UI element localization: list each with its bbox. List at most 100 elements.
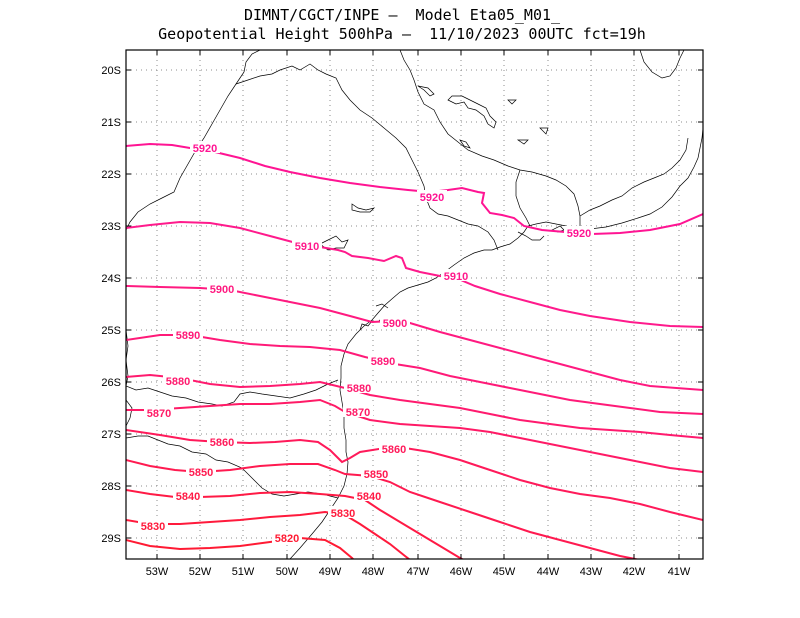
map-outlines xyxy=(126,50,703,559)
contour-label-bg xyxy=(207,282,237,294)
lon-label: 53W xyxy=(146,566,169,578)
contour-5910 xyxy=(126,220,703,328)
state-border xyxy=(639,50,685,79)
lat-label: 28S xyxy=(101,481,121,493)
contour-label-bg xyxy=(292,239,322,251)
contour-label: 5900 xyxy=(210,284,234,296)
contour-label-bg xyxy=(163,374,193,386)
contour-5880 xyxy=(126,373,703,439)
contour-5860 xyxy=(126,429,703,521)
contour-label-bg xyxy=(417,190,447,202)
contour-label: 5920 xyxy=(420,192,444,204)
coastline xyxy=(289,127,703,559)
lon-label: 42W xyxy=(623,566,646,578)
contour-label: 5840 xyxy=(357,491,381,503)
contour-5890 xyxy=(126,334,703,415)
contour-label: 5920 xyxy=(193,143,217,155)
contour-label-bg xyxy=(368,354,398,366)
contour-label-bg xyxy=(354,489,384,501)
reservoir-outline xyxy=(351,203,376,213)
contour-label-bg xyxy=(379,442,409,454)
lat-label: 20S xyxy=(101,65,121,77)
contour-label-bg xyxy=(186,465,216,477)
lon-label: 43W xyxy=(580,566,603,578)
contour-label: 5920 xyxy=(567,228,591,240)
lat-label: 27S xyxy=(101,429,121,441)
state-border xyxy=(126,379,339,407)
lon-label: 45W xyxy=(493,566,516,578)
contour-label: 5850 xyxy=(364,469,388,481)
contour-label: 5870 xyxy=(346,407,370,419)
contour-5850 xyxy=(126,459,641,559)
lat-label: 22S xyxy=(101,169,121,181)
contour-label-bg xyxy=(190,141,220,153)
contour-label-bg xyxy=(380,316,410,328)
contour-label: 5820 xyxy=(275,533,299,545)
graticule xyxy=(126,50,703,559)
reservoir-outline xyxy=(459,139,529,149)
lat-label: 26S xyxy=(101,377,121,389)
contour-label-bg xyxy=(564,226,594,238)
contour-label: 5910 xyxy=(295,241,319,253)
contour-label: 5860 xyxy=(210,437,234,449)
reservoir-outline xyxy=(447,95,497,129)
state-border xyxy=(126,435,339,499)
lat-label: 29S xyxy=(101,533,121,545)
contour-label-bg xyxy=(328,506,358,518)
contour-5820 xyxy=(126,536,355,559)
country-border xyxy=(126,71,245,231)
contour-label-bg xyxy=(144,406,174,418)
contour-label: 5890 xyxy=(176,330,200,342)
contour-label-bg xyxy=(173,328,203,340)
contour-5920 xyxy=(126,142,703,236)
state-border xyxy=(515,169,531,227)
lat-label: 21S xyxy=(101,117,121,129)
lon-label: 49W xyxy=(319,566,342,578)
contour-label-bg xyxy=(361,467,391,479)
contour-5870 xyxy=(126,398,703,473)
reservoir-outline xyxy=(417,85,435,97)
contour-label: 5880 xyxy=(347,383,371,395)
contour-label: 5910 xyxy=(444,271,468,283)
chart-title-line1: DIMNT/CGCT/INPE – Model Eta05_M01_ xyxy=(243,6,561,24)
axis-ticks: 20S 21S 22S 23S 24S 25S 26S 27S 28S 29S 53W 52W 51W 5… xyxy=(101,50,703,578)
lat-label: 23S xyxy=(101,221,121,233)
contour-label: 5900 xyxy=(383,318,407,330)
lon-label: 44W xyxy=(537,566,560,578)
lon-label: 50W xyxy=(276,566,299,578)
contour-label-bg xyxy=(272,531,302,543)
contour-label-bg xyxy=(207,435,237,447)
contour-label: 5850 xyxy=(189,467,213,479)
lon-label: 52W xyxy=(189,566,212,578)
lat-label: 24S xyxy=(101,273,121,285)
island-outline xyxy=(517,225,565,241)
contour-layer: 5920 5920 5920 5910 5910 5900 5900 5890 5890 5880… xyxy=(126,141,703,559)
contour-label: 5840 xyxy=(176,491,200,503)
contour-label-bg xyxy=(138,519,168,531)
contour-label: 5880 xyxy=(166,376,190,388)
contour-5830 xyxy=(126,510,411,559)
reservoir-outline xyxy=(507,99,549,135)
state-border xyxy=(579,137,689,217)
lon-label: 41W xyxy=(668,566,691,578)
lat-label: 25S xyxy=(101,325,121,337)
lon-label: 51W xyxy=(232,566,255,578)
contour-label-bg xyxy=(441,269,471,281)
contour-label: 5830 xyxy=(331,508,355,520)
contour-label: 5890 xyxy=(371,356,395,368)
contour-label-bg xyxy=(344,381,374,393)
contour-label: 5830 xyxy=(141,521,165,533)
map-frame xyxy=(125,49,704,560)
contour-label-bg xyxy=(343,405,373,417)
contour-label: 5860 xyxy=(382,444,406,456)
contour-label-bg xyxy=(173,489,203,501)
lon-label: 47W xyxy=(407,566,430,578)
state-border xyxy=(243,50,261,73)
chart-title-line2: Geopotential Height 500hPa – 11/10/2023 … xyxy=(158,25,646,43)
lon-label: 48W xyxy=(362,566,385,578)
contour-label: 5870 xyxy=(147,408,171,420)
state-border xyxy=(235,63,499,251)
country-border xyxy=(126,399,133,427)
state-border xyxy=(399,50,581,226)
